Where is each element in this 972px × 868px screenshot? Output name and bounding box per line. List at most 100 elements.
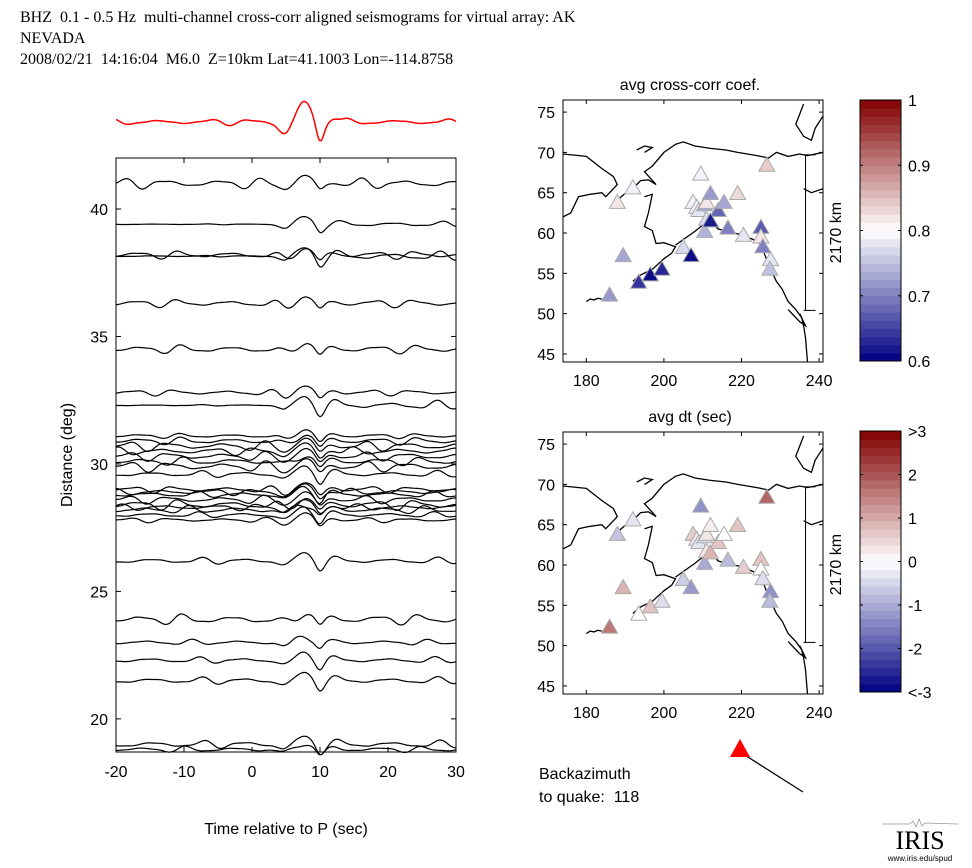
- coastline: [636, 477, 655, 485]
- backazimuth-indicator: [730, 739, 804, 793]
- backazimuth-label: Backazimuth: [539, 766, 631, 783]
- colorbar-segment: [860, 667, 901, 677]
- seismogram-trace: [115, 744, 457, 756]
- seismogram-trace: [115, 504, 457, 516]
- map-y-tick-label: 55: [537, 266, 555, 283]
- backazimuth-line: [739, 751, 804, 793]
- station-marker: [719, 219, 737, 235]
- colorbar-tick-label: 1: [908, 511, 917, 528]
- x-tick-label: -10: [172, 764, 195, 781]
- station-marker: [760, 592, 779, 608]
- seismogram-trace: [115, 512, 457, 527]
- seismogram-trace: [115, 635, 457, 650]
- colorbar-segment: [860, 197, 901, 207]
- colorbar-segment: [860, 602, 901, 611]
- map-y-tick-label: 55: [537, 598, 555, 615]
- colorbar-segment: [860, 100, 901, 109]
- colorbar-segment: [860, 463, 901, 473]
- colorbar-segment: [860, 279, 901, 289]
- station-marker: [734, 558, 753, 574]
- colorbar-segment: [860, 320, 901, 329]
- colorbar-segment: [860, 431, 901, 440]
- station-marker: [715, 525, 733, 541]
- colorbar-tick-label: >3: [908, 424, 926, 441]
- colorbar-segment: [860, 230, 901, 240]
- coastline: [787, 641, 808, 660]
- station-marker: [682, 578, 700, 595]
- station-marker: [653, 260, 671, 276]
- iris-logo-text: IRIS: [895, 826, 945, 855]
- colorbar-segment: [860, 488, 901, 497]
- map-x-tick-label: 220: [728, 705, 755, 722]
- iris-logo[interactable]: IRIS www.iris.edu/spud: [880, 818, 960, 864]
- seismogram-trace: [115, 497, 457, 512]
- station-marker: [608, 193, 627, 209]
- coastline: [803, 520, 823, 526]
- colorbar-segment: [860, 512, 901, 522]
- station-marker: [701, 184, 720, 201]
- coastline: [803, 188, 823, 194]
- station-marker: [653, 592, 671, 608]
- colorbar-segment: [860, 675, 901, 685]
- colorbar-segment: [860, 352, 901, 362]
- seismogram-trace: [115, 735, 457, 756]
- colorbar-segment: [860, 116, 901, 125]
- station-marker: [614, 578, 633, 595]
- seismogram-panel: -20 -10 0 10 20 30 20 25 30 35 40 Time relative to…: [59, 100, 465, 838]
- colorbar-segment: [860, 496, 901, 505]
- station-marker: [695, 222, 714, 238]
- y-tick-label: 40: [90, 202, 108, 219]
- colorbar-segment: [860, 610, 901, 620]
- y-tick-label: 20: [90, 712, 108, 729]
- coastline: [787, 309, 808, 328]
- x-tick-label: 30: [447, 764, 465, 781]
- station-array-marker-icon: [730, 739, 750, 757]
- colorbar-segment: [860, 447, 901, 456]
- colorbar-segment: [860, 206, 901, 215]
- colorbar-segment: [860, 303, 901, 313]
- x-tick-label: 0: [248, 764, 257, 781]
- colorbar-segment: [860, 255, 901, 264]
- coastline: [795, 435, 823, 474]
- seismogram-trace: [115, 296, 457, 309]
- seismogram-ticks: -20 -10 0 10 20 30 20 25 30 35 40: [90, 158, 465, 781]
- seismic-wave-icon: [882, 818, 959, 828]
- station-marker: [753, 237, 772, 254]
- x-tick-label: -20: [104, 764, 127, 781]
- colorbar-segment: [860, 528, 901, 538]
- map-y-tick-label: 75: [537, 105, 555, 122]
- colorbar-segment: [860, 577, 901, 587]
- map-y-tick-label: 60: [537, 558, 555, 575]
- colorbar-segment: [860, 238, 901, 248]
- coastline: [585, 297, 602, 303]
- map-x-tick-label: 220: [728, 373, 755, 390]
- map-y-tick-label: 75: [537, 437, 555, 454]
- coastline: [632, 525, 677, 614]
- station-marker: [709, 533, 728, 549]
- colorbar-tick-label: 0.9: [908, 158, 930, 175]
- colorbar-segment: [860, 344, 901, 354]
- station-marker: [614, 246, 633, 263]
- seismogram-trace: [115, 385, 457, 399]
- trace-group: [115, 174, 457, 756]
- map-y-tick-label: 70: [537, 477, 555, 494]
- station-marker: [728, 184, 747, 201]
- station-marker: [697, 525, 716, 541]
- colorbar-segment: [860, 328, 901, 338]
- seismogram-trace: [115, 437, 457, 453]
- map-x-tick-label: 200: [651, 373, 678, 390]
- map-x-tick-label: 240: [806, 373, 833, 390]
- map-dt: avg dt (sec)180 200 220 2404550556065707521…: [537, 409, 931, 722]
- station-marker: [608, 525, 627, 541]
- colorbar-segment: [860, 165, 901, 174]
- station-marker: [715, 193, 733, 209]
- coastline: [675, 220, 809, 362]
- seismogram-trace: [115, 651, 457, 671]
- station-marker: [701, 543, 720, 560]
- coastline: [636, 145, 655, 153]
- station-marker: [600, 286, 619, 302]
- colorbar-segment: [860, 439, 901, 448]
- colorbar-segment: [860, 561, 901, 571]
- coastline: [563, 153, 619, 218]
